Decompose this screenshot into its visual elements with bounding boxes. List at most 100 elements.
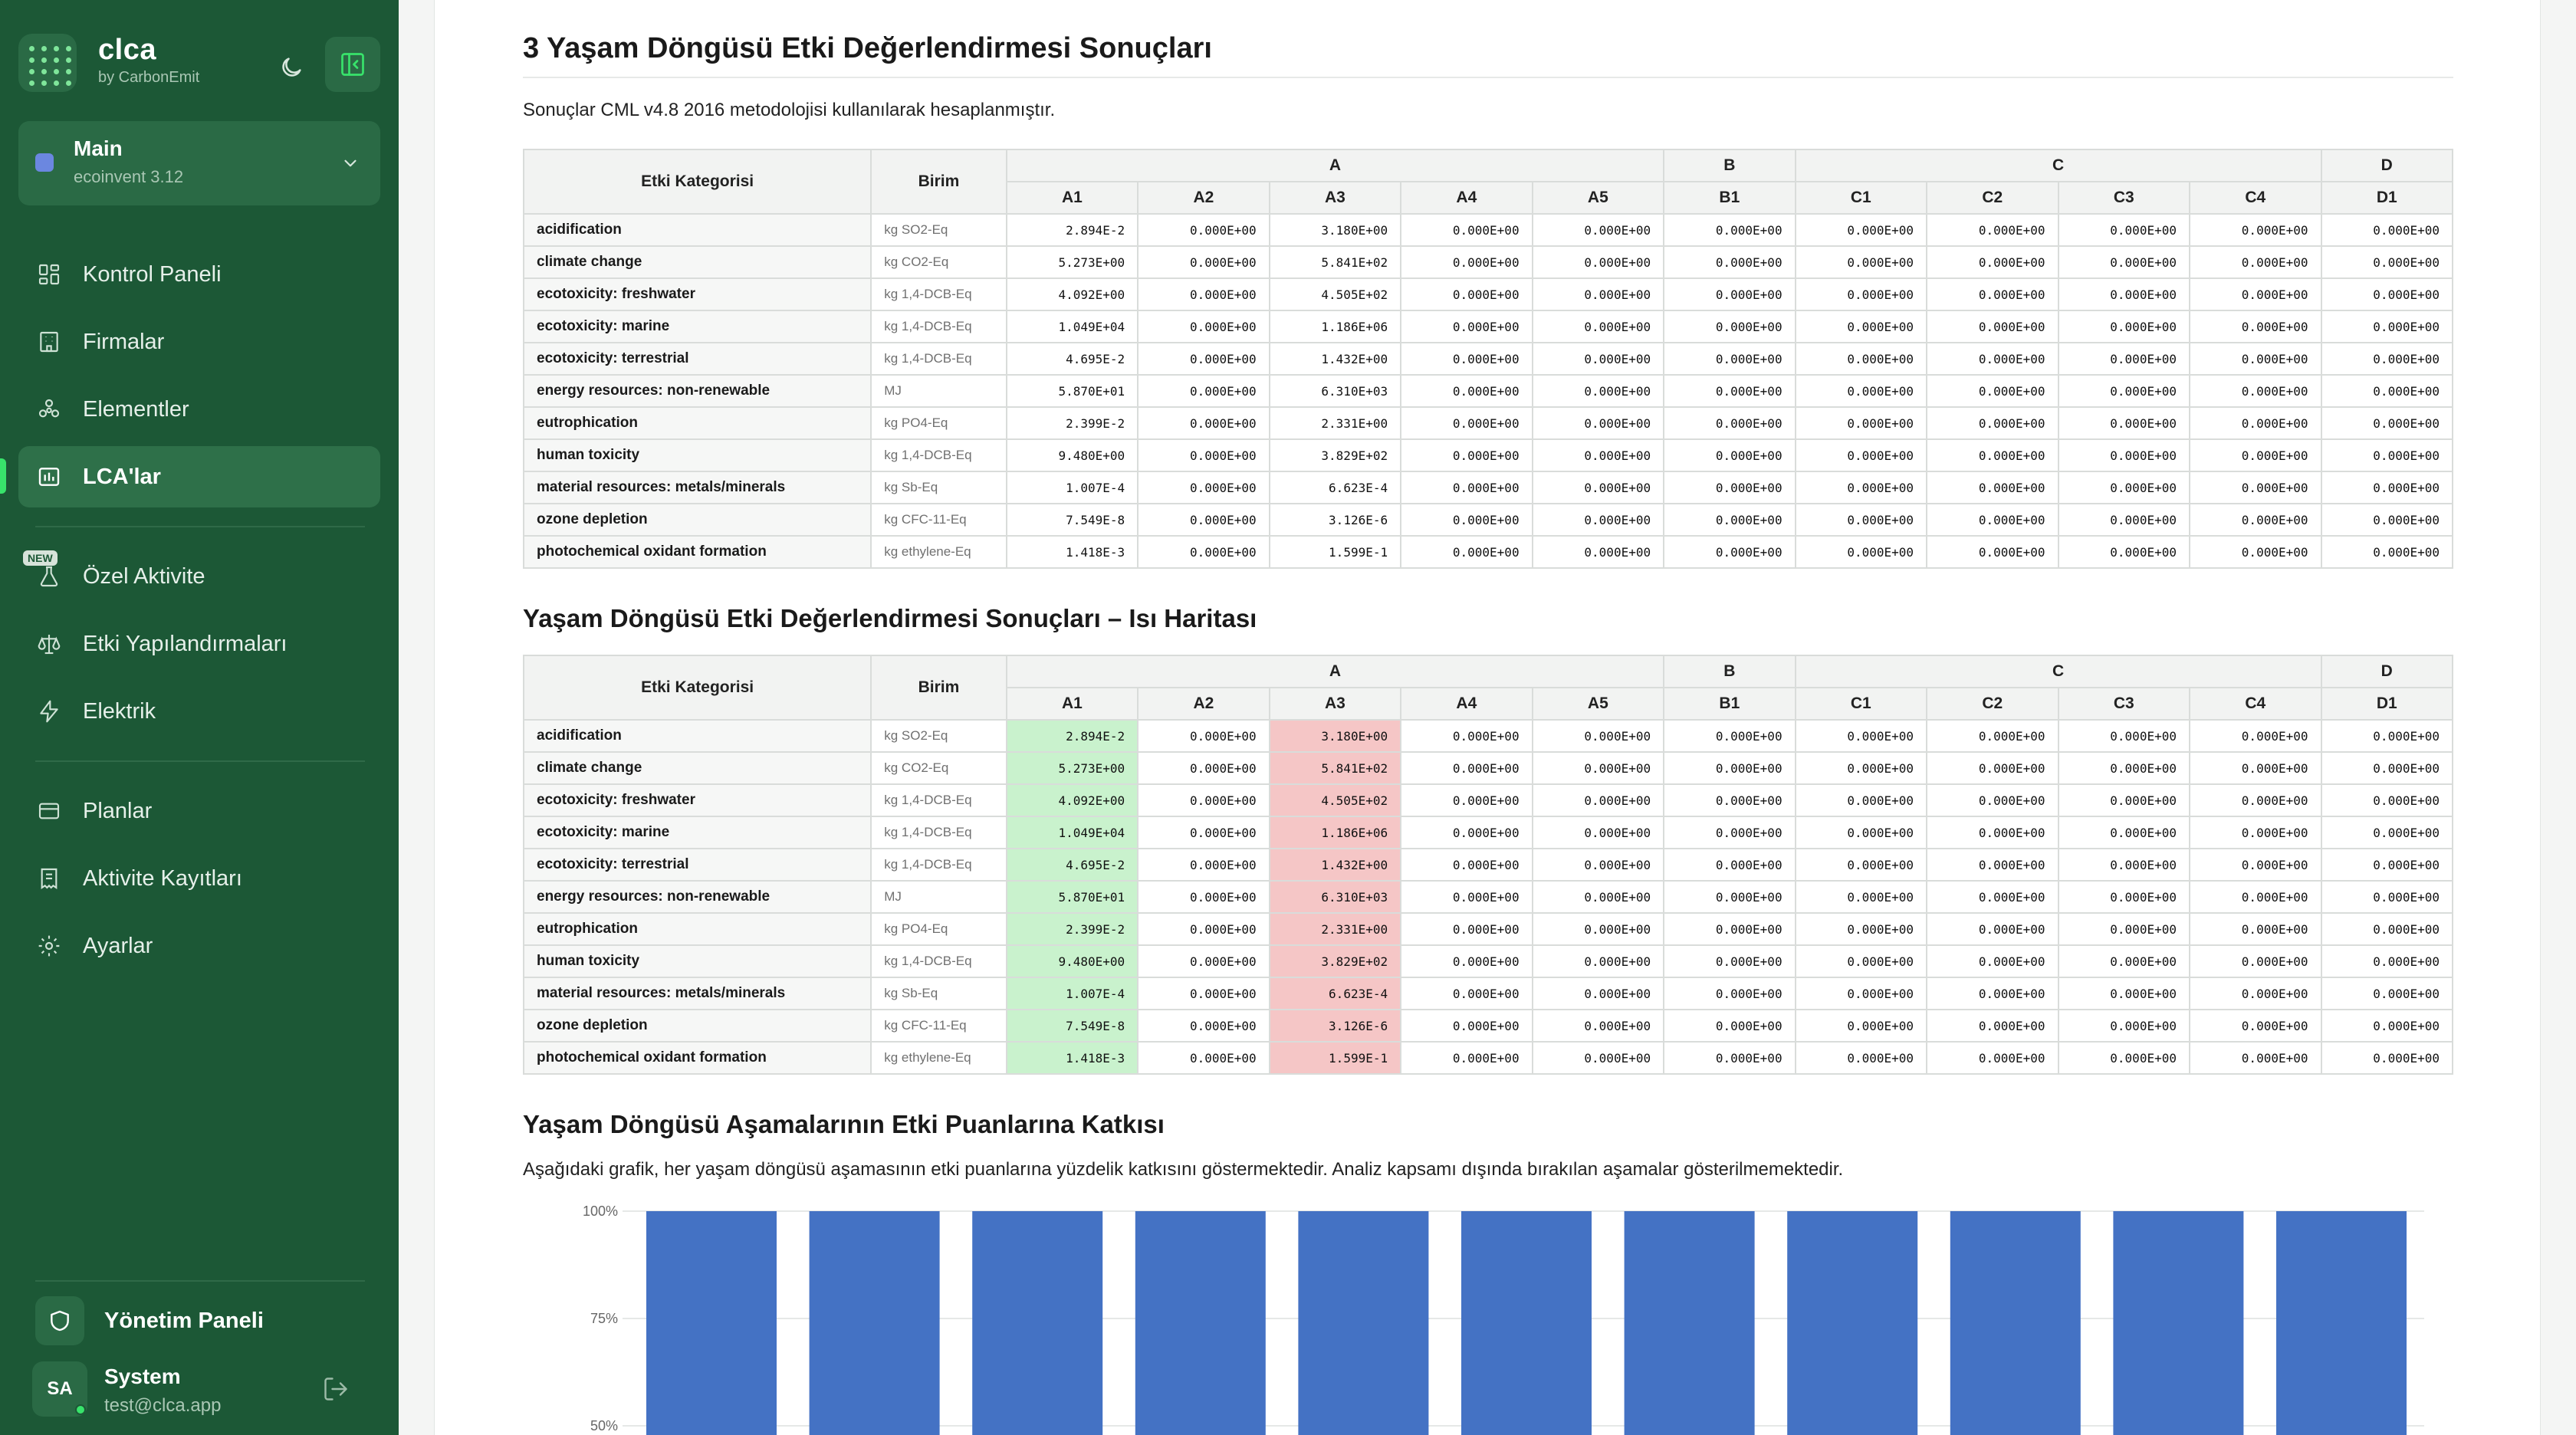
value-cell: 0.000E+00 [2057, 1041, 2190, 1075]
value-cell: 0.000E+00 [1531, 245, 1665, 279]
stage-group-header: D [2320, 149, 2453, 182]
value-cell: 1.599E-1 [1268, 535, 1402, 569]
user-name: System [104, 1364, 181, 1388]
value-cell: 0.000E+00 [2057, 816, 2190, 849]
value-cell: 0.000E+00 [1663, 438, 1796, 472]
value-cell: 0.000E+00 [1794, 944, 1928, 978]
stage-header: A3 [1268, 687, 1402, 721]
sidebar-item-dashboard[interactable]: Kontrol Paneli [18, 244, 380, 305]
unit-cell: kg 1,4-DCB-Eq [870, 848, 1007, 882]
sidebar-item-impact-configs[interactable]: Etki Yapılandırmaları [18, 613, 380, 675]
value-cell: 0.000E+00 [2188, 342, 2322, 376]
sidebar-item-elements[interactable]: Elementler [18, 379, 380, 440]
value-cell: 0.000E+00 [2057, 213, 2190, 247]
sidebar-item-activity-records[interactable]: Aktivite Kayıtları [18, 848, 380, 909]
value-cell: 0.000E+00 [2320, 719, 2453, 753]
sidebar-item-companies[interactable]: Firmalar [18, 311, 380, 373]
value-cell: 0.000E+00 [1531, 438, 1665, 472]
chart-bar[interactable] [646, 1211, 777, 1435]
theme-toggle-button[interactable] [268, 44, 314, 90]
stage-header: C1 [1794, 687, 1928, 721]
stage-header: C4 [2188, 181, 2322, 215]
unit-cell: kg 1,4-DCB-Eq [870, 342, 1007, 376]
stage-header: A1 [1005, 181, 1139, 215]
value-cell: 0.000E+00 [2188, 245, 2322, 279]
impact-category-cell: material resources: metals/minerals [522, 471, 872, 504]
value-cell: 0.000E+00 [2188, 977, 2322, 1010]
value-cell: 0.000E+00 [1663, 880, 1796, 914]
value-cell: 0.000E+00 [2188, 848, 2322, 882]
value-cell: 0.000E+00 [2320, 977, 2453, 1010]
workspace-selector[interactable]: Main ecoinvent 3.12 [18, 121, 380, 205]
value-cell: 0.000E+00 [2057, 374, 2190, 408]
sidebar-item-lcas[interactable]: LCA'lar [18, 446, 380, 507]
chart-bar[interactable] [1461, 1211, 1592, 1435]
value-cell: 0.000E+00 [1926, 719, 2059, 753]
sidebar-item-custom-activity[interactable]: Özel Aktivite [18, 546, 380, 607]
chart-bar[interactable] [1624, 1211, 1755, 1435]
value-cell: 0.000E+00 [1926, 783, 2059, 817]
chart-bar[interactable] [2113, 1211, 2244, 1435]
impact-category-cell: acidification [522, 213, 872, 247]
value-cell: 0.000E+00 [2188, 503, 2322, 537]
table-row: ecotoxicity: terrestrial kg 1,4-DCB-Eq 4.6… [522, 848, 2453, 882]
value-cell: 0.000E+00 [1794, 880, 1928, 914]
value-cell: 0.000E+00 [1137, 848, 1270, 882]
value-cell: 1.049E+04 [1005, 310, 1139, 343]
chart-icon [35, 463, 63, 491]
column-header-unit: Birim [870, 655, 1007, 721]
value-cell: 0.000E+00 [1137, 1009, 1270, 1043]
value-cell: 4.695E-2 [1005, 342, 1139, 376]
sidebar-item-plans[interactable]: Planlar [18, 780, 380, 842]
value-cell: 2.894E-2 [1005, 213, 1139, 247]
unit-cell: kg SO2-Eq [870, 213, 1007, 247]
chart-bar[interactable] [1298, 1211, 1429, 1435]
value-cell: 0.000E+00 [1926, 1041, 2059, 1075]
value-cell: 0.000E+00 [1663, 342, 1796, 376]
value-cell: 0.000E+00 [1794, 374, 1928, 408]
value-cell: 0.000E+00 [1137, 977, 1270, 1010]
user-profile[interactable]: SA System test@clca.app [32, 1361, 370, 1417]
results-table: Etki Kategorisi Birim A B C D A1 A2 A3 A4 A5 B1 C1 C2… [522, 149, 2453, 569]
impact-category-cell: ecotoxicity: terrestrial [522, 342, 872, 376]
value-cell: 0.000E+00 [2057, 944, 2190, 978]
value-cell: 0.000E+00 [1137, 406, 1270, 440]
sidebar-item-electricity[interactable]: Elektrik [18, 681, 380, 742]
sidebar-item-settings[interactable]: Ayarlar [18, 915, 380, 977]
value-cell: 0.000E+00 [1794, 213, 1928, 247]
table-row: eutrophication kg PO4-Eq 2.399E-2 0.000E+00… [522, 912, 2453, 946]
impact-category-cell: material resources: metals/minerals [522, 977, 872, 1010]
chart-bar[interactable] [972, 1211, 1103, 1435]
value-cell: 0.000E+00 [1926, 751, 2059, 785]
value-cell: 0.000E+00 [2057, 277, 2190, 311]
table-row: energy resources: non-renewable MJ 5.870E+… [522, 880, 2453, 914]
value-cell: 1.049E+04 [1005, 816, 1139, 849]
value-cell: 0.000E+00 [1926, 912, 2059, 946]
unit-cell: kg CFC-11-Eq [870, 503, 1007, 537]
chart-bar[interactable] [809, 1211, 940, 1435]
chart-bar[interactable] [2276, 1211, 2407, 1435]
chart-bar[interactable] [1135, 1211, 1266, 1435]
chart-bar[interactable] [1950, 1211, 2081, 1435]
chart-bar[interactable] [1787, 1211, 1918, 1435]
stage-header: A2 [1137, 181, 1270, 215]
section-title-contribution: Yaşam Döngüsü Aşamalarının Etki Puanları… [523, 1110, 1165, 1138]
value-cell: 6.310E+03 [1268, 880, 1402, 914]
logout-icon[interactable] [317, 1371, 354, 1407]
value-cell: 0.000E+00 [1794, 848, 1928, 882]
value-cell: 0.000E+00 [1794, 438, 1928, 472]
value-cell: 0.000E+00 [1663, 1041, 1796, 1075]
value-cell: 0.000E+00 [2188, 783, 2322, 817]
sidebar-item-label: Elementler [83, 396, 189, 422]
value-cell: 0.000E+00 [1794, 1041, 1928, 1075]
grid-logo-icon[interactable] [18, 34, 77, 92]
collapse-sidebar-button[interactable] [325, 37, 380, 92]
stage-header: A5 [1531, 687, 1665, 721]
value-cell: 0.000E+00 [1400, 374, 1533, 408]
table-row: ecotoxicity: marine kg 1,4-DCB-Eq 1.049E+0… [522, 816, 2453, 849]
value-cell: 0.000E+00 [1794, 310, 1928, 343]
value-cell: 0.000E+00 [1663, 783, 1796, 817]
table-header-row: A1 A2 A3 A4 A5 B1 C1 C2 C3 C4 D1 [524, 687, 2453, 721]
admin-panel-link[interactable]: Yönetim Paneli [35, 1295, 373, 1346]
value-cell: 0.000E+00 [1400, 751, 1533, 785]
